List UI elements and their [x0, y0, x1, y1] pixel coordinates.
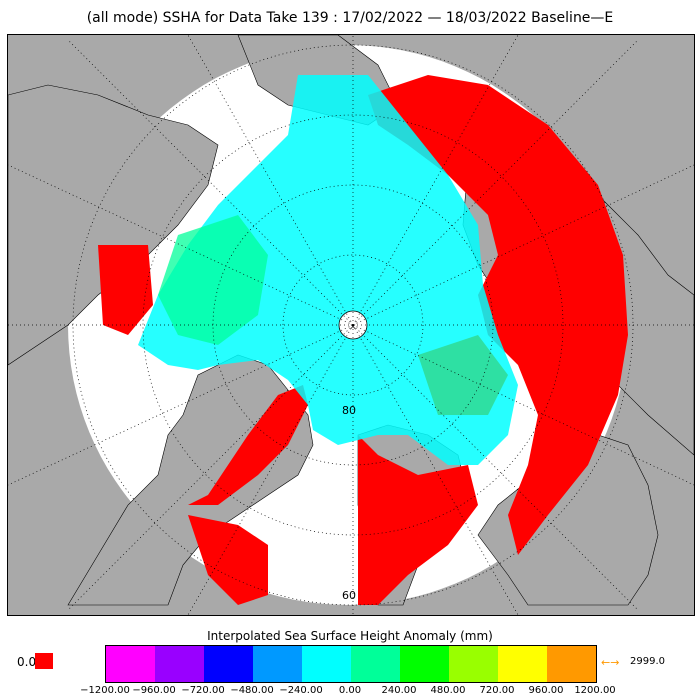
anomaly-high-labrador [188, 515, 268, 605]
colorbar-segment [498, 646, 547, 682]
colorbar-segment [400, 646, 449, 682]
colorbar-segment [106, 646, 155, 682]
lat-label-80: 80 [342, 404, 356, 417]
colorbar-segment [351, 646, 400, 682]
colorbar-segment [253, 646, 302, 682]
colorbar-segment [155, 646, 204, 682]
colorbar-tick-label: −960.00 [132, 685, 176, 696]
graticule [8, 35, 694, 615]
colorbar-segment [449, 646, 498, 682]
colorbar-title: Interpolated Sea Surface Height Anomaly … [207, 629, 493, 643]
colorbar-segment [204, 646, 253, 682]
overflow-label: 2999.0 [630, 656, 665, 667]
anomaly-high-east [368, 75, 628, 555]
colorbar-segment [302, 646, 351, 682]
overflow-arrow: ←→ [601, 656, 620, 669]
polar-map-svg: × [8, 35, 694, 615]
colorbar-tick-label: 0.00 [338, 685, 362, 696]
colorbar-tick-label: −480.00 [230, 685, 274, 696]
colorbar-tick-label: 960.00 [528, 685, 564, 696]
anomaly-high-baffin [188, 385, 308, 505]
zero-swatch [35, 653, 53, 669]
land-alaska [8, 84, 219, 366]
colorbar-segment [547, 646, 596, 682]
anomaly-high-bering [98, 245, 153, 335]
anomaly-low-green-2 [418, 335, 508, 415]
colorbar-tick-label: −720.00 [181, 685, 225, 696]
colorbar-tick-label: 720.00 [479, 685, 515, 696]
pole-marker: × [350, 322, 357, 331]
colorbar-tick-label: 1200.00 [574, 685, 616, 696]
colorbar-tick-label: −240.00 [279, 685, 323, 696]
colorbar-tick-label: 240.00 [381, 685, 417, 696]
colorbar-tick-label: 480.00 [430, 685, 466, 696]
colorbar-tick-label: −1200.00 [80, 685, 130, 696]
lat-label-60: 60 [342, 589, 356, 602]
anomaly-high-greenland-sea [358, 435, 478, 605]
colorbar [105, 645, 597, 683]
polar-map: × [7, 34, 695, 616]
zero-label: 0.0 [17, 655, 37, 669]
map-title: (all mode) SSHA for Data Take 139 : 17/0… [86, 10, 614, 26]
